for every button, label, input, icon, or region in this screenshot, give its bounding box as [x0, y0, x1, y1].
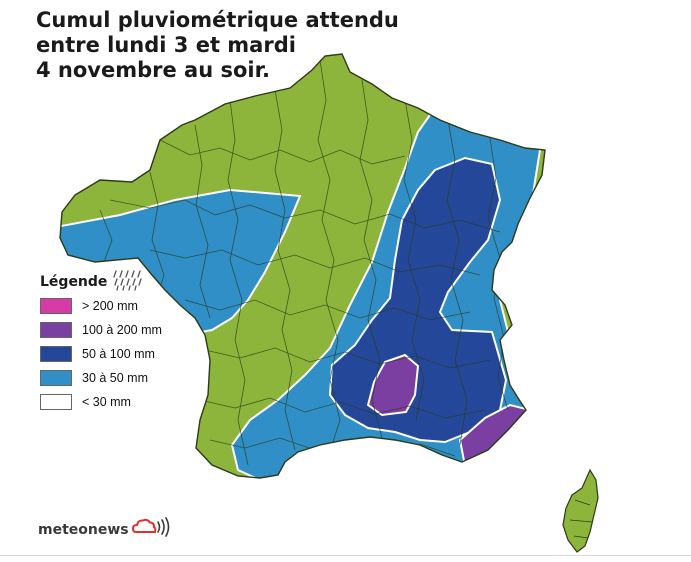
brand-name: meteonews — [38, 521, 129, 538]
legend-label: < 30 mm — [82, 395, 131, 409]
legend-item-over-200: > 200 mm — [40, 294, 200, 318]
legend-item-100-200: 100 à 200 mm — [40, 318, 200, 342]
footer-divider — [0, 555, 691, 556]
legend-label: 100 à 200 mm — [82, 323, 162, 337]
legend-swatch — [40, 298, 72, 314]
department-boundaries — [99, 59, 509, 466]
legend-label: > 200 mm — [82, 299, 138, 313]
legend-header: Légende — [40, 269, 200, 296]
rain-drops-icon — [113, 269, 143, 296]
corsica-departments — [569, 499, 593, 539]
meteonews-logo: meteonews — [38, 516, 170, 543]
legend-swatch — [40, 394, 72, 410]
legend-swatch — [40, 322, 72, 338]
legend-item-50-100: 50 à 100 mm — [40, 342, 200, 366]
legend-swatch — [40, 346, 72, 362]
title-line-3: 4 novembre au soir. — [36, 58, 270, 82]
legend-item-under-30: < 30 mm — [40, 390, 200, 414]
zone-100-200-cevennes — [366, 353, 420, 417]
title-line-2: entre lundi 3 et mardi — [36, 33, 296, 57]
zone-50-100 — [328, 156, 508, 444]
legend-title: Légende — [40, 274, 108, 290]
title-line-1: Cumul pluviométrique attendu — [36, 8, 399, 32]
legend-label: 50 à 100 mm — [82, 347, 155, 361]
legend-swatch — [40, 370, 72, 386]
map-legend: Légende > 200 mm 100 à 200 mm 50 à 100 m… — [40, 269, 200, 414]
legend-label: 30 à 50 mm — [82, 371, 149, 385]
cloud-signal-icon — [131, 516, 170, 543]
corsica-island — [562, 468, 599, 553]
legend-item-30-50: 30 à 50 mm — [40, 366, 200, 390]
map-title: Cumul pluviométrique attendu entre lundi… — [36, 8, 399, 83]
